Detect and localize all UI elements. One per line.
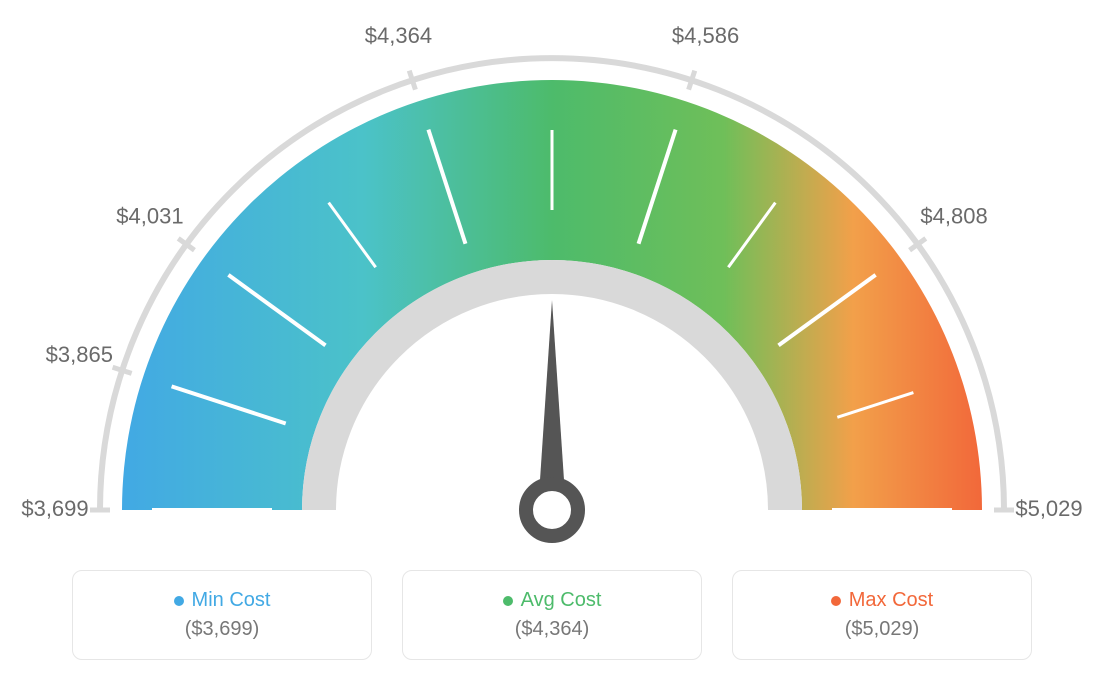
legend-avg-value: ($4,364) <box>515 618 590 641</box>
legend-min-title-row: Min Cost <box>174 589 271 612</box>
gauge-hub <box>526 484 578 536</box>
legend-avg-title: Avg Cost <box>521 589 602 612</box>
dot-icon <box>174 596 184 606</box>
gauge-tick-label: $4,031 <box>116 204 183 229</box>
legend-max-title: Max Cost <box>849 589 933 612</box>
legend-min-value: ($3,699) <box>185 618 260 641</box>
legend-row: Min Cost ($3,699) Avg Cost ($4,364) Max … <box>72 570 1032 660</box>
legend-max-title-row: Max Cost <box>831 589 933 612</box>
gauge-svg: $3,699 $3,865 $4,031 $4,364 $4,586 $4,808 $5,0… <box>0 0 1104 560</box>
legend-avg-card: Avg Cost ($4,364) <box>402 570 702 660</box>
legend-avg-title-row: Avg Cost <box>503 589 602 612</box>
legend-min-card: Min Cost ($3,699) <box>72 570 372 660</box>
gauge-tick-label: $4,364 <box>365 23 432 48</box>
gauge-tick-label: $4,808 <box>920 204 987 229</box>
legend-max-value: ($5,029) <box>845 618 920 641</box>
legend-min-title: Min Cost <box>192 589 271 612</box>
gauge-tick-label: $4,586 <box>672 23 739 48</box>
gauge-tick-label: $5,029 <box>1015 496 1082 521</box>
dot-icon <box>503 596 513 606</box>
cost-gauge: $3,699 $3,865 $4,031 $4,364 $4,586 $4,808 $5,0… <box>0 0 1104 560</box>
legend-max-card: Max Cost ($5,029) <box>732 570 1032 660</box>
dot-icon <box>831 596 841 606</box>
gauge-tick-label: $3,699 <box>21 496 88 521</box>
gauge-tick-label: $3,865 <box>46 342 113 367</box>
